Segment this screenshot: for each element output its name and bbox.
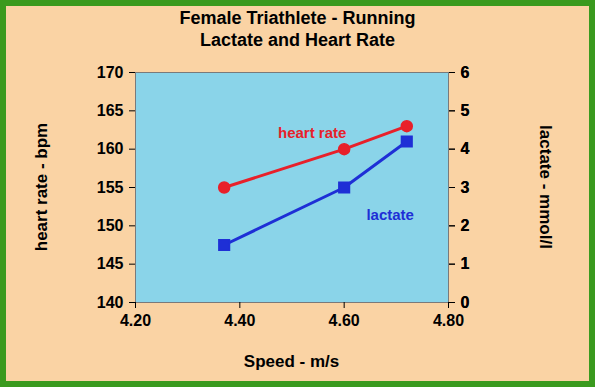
svg-text:145: 145 <box>97 255 124 272</box>
svg-text:5: 5 <box>461 102 470 119</box>
svg-text:4: 4 <box>461 140 470 157</box>
svg-text:140: 140 <box>97 294 124 311</box>
svg-text:1: 1 <box>461 255 470 272</box>
svg-text:4.20: 4.20 <box>120 312 151 329</box>
svg-text:2: 2 <box>461 217 470 234</box>
svg-text:6: 6 <box>461 64 470 81</box>
svg-text:heart rate: heart rate <box>278 124 346 141</box>
svg-text:170: 170 <box>97 64 124 81</box>
svg-text:3: 3 <box>461 179 470 196</box>
svg-text:4: 4 <box>461 140 470 157</box>
html-text:heart rate - bpm: heart rate - bpm <box>32 122 51 252</box>
svg-text:155: 155 <box>97 179 124 196</box>
svg-text:165: 165 <box>97 102 124 119</box>
svg-text:2: 2 <box>461 217 470 234</box>
svg-text:150: 150 <box>97 217 124 234</box>
svg-text:4.60: 4.60 <box>329 312 360 329</box>
svg-text:3: 3 <box>461 179 470 196</box>
html-text:Speed - m/s: Speed - m/s <box>243 352 340 371</box>
svg-text:160: 160 <box>97 140 124 157</box>
svg-text:lactate: lactate <box>366 206 414 223</box>
svg-text:4.80: 4.80 <box>433 312 464 329</box>
svg-text:4.40: 4.40 <box>224 312 255 329</box>
html-text:lactate - mmol/l: lactate - mmol/l <box>536 125 555 249</box>
html-text:Female Triathlete - Running La: Female Triathlete - Running Lactate and … <box>179 8 416 50</box>
svg-text:5: 5 <box>461 102 470 119</box>
svg-text:0: 0 <box>461 294 470 311</box>
svg-text:6: 6 <box>461 64 470 81</box>
svg-text:1: 1 <box>461 255 470 272</box>
svg-text:0: 0 <box>461 294 470 311</box>
